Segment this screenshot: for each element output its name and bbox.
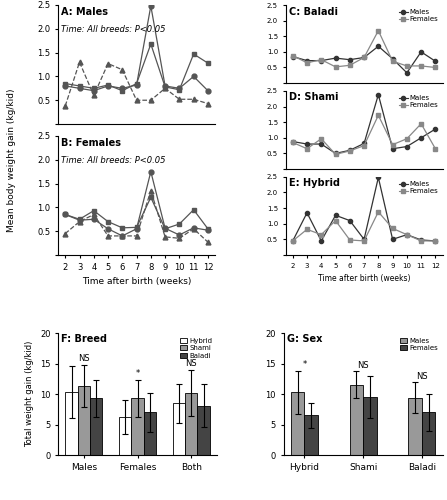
Text: B: Females: B: Females (61, 138, 121, 148)
Legend: Males, Females: Males, Females (399, 8, 439, 23)
Bar (363, 397, 377, 455)
Text: Time: All breeds: P<0.05: Time: All breeds: P<0.05 (61, 25, 166, 34)
Text: *: * (135, 369, 139, 378)
Bar (304, 416, 318, 455)
Bar (408, 398, 422, 455)
Text: A: Males: A: Males (61, 8, 108, 18)
Text: NS: NS (186, 359, 197, 368)
Text: E: Hybrid: E: Hybrid (289, 178, 340, 188)
Bar (65, 392, 78, 455)
Bar (198, 406, 210, 455)
Text: Mean body weight gain (kg/kid): Mean body weight gain (kg/kid) (7, 88, 16, 232)
Text: NS: NS (357, 360, 369, 370)
Text: G: Sex: G: Sex (287, 334, 322, 344)
Text: Time: All breeds: P<0.05: Time: All breeds: P<0.05 (61, 156, 166, 165)
Text: *: * (302, 360, 307, 369)
Bar (422, 412, 435, 455)
Bar (185, 393, 198, 455)
X-axis label: Time after birth (weeks): Time after birth (weeks) (318, 274, 410, 283)
Bar (291, 392, 304, 455)
Text: C: Baladi: C: Baladi (289, 6, 338, 16)
Text: F: Breed: F: Breed (61, 334, 107, 344)
Legend: Males, Females: Males, Females (399, 336, 439, 352)
Bar (90, 398, 102, 455)
Bar (143, 412, 156, 455)
Bar (173, 403, 185, 455)
Bar (78, 386, 90, 455)
Bar (350, 385, 363, 455)
Text: NS: NS (78, 354, 90, 363)
Legend: Males, Females: Males, Females (399, 94, 439, 109)
Bar (131, 398, 143, 455)
Legend: Males, Females: Males, Females (399, 180, 439, 195)
X-axis label: Time after birth (weeks): Time after birth (weeks) (82, 277, 191, 286)
Legend: Hybrid, Shami, Baladi: Hybrid, Shami, Baladi (179, 336, 214, 360)
Y-axis label: Total weight gain (kg/kid): Total weight gain (kg/kid) (25, 341, 34, 447)
Bar (119, 416, 131, 455)
Text: NS: NS (416, 372, 428, 380)
Text: D: Shami: D: Shami (289, 92, 338, 102)
